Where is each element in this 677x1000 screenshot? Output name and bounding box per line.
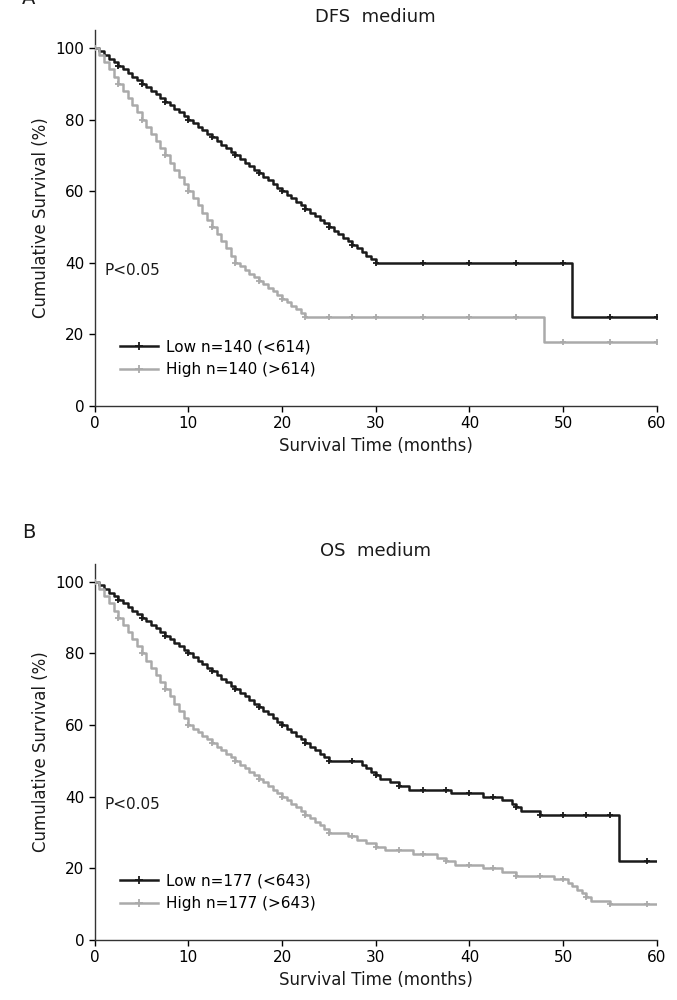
Y-axis label: Cumulative Survival (%): Cumulative Survival (%) — [32, 118, 50, 318]
Legend: Low n=140 (<614), High n=140 (>614): Low n=140 (<614), High n=140 (>614) — [114, 333, 322, 383]
X-axis label: Survival Time (months): Survival Time (months) — [279, 971, 473, 989]
Y-axis label: Cumulative Survival (%): Cumulative Survival (%) — [32, 652, 50, 852]
Text: B: B — [22, 523, 35, 542]
Title: DFS  medium: DFS medium — [315, 8, 436, 26]
Legend: Low n=177 (<643), High n=177 (>643): Low n=177 (<643), High n=177 (>643) — [114, 867, 322, 917]
Text: P<0.05: P<0.05 — [104, 263, 160, 278]
Text: P<0.05: P<0.05 — [104, 797, 160, 812]
Title: OS  medium: OS medium — [320, 542, 431, 560]
X-axis label: Survival Time (months): Survival Time (months) — [279, 437, 473, 455]
Text: A: A — [22, 0, 35, 8]
